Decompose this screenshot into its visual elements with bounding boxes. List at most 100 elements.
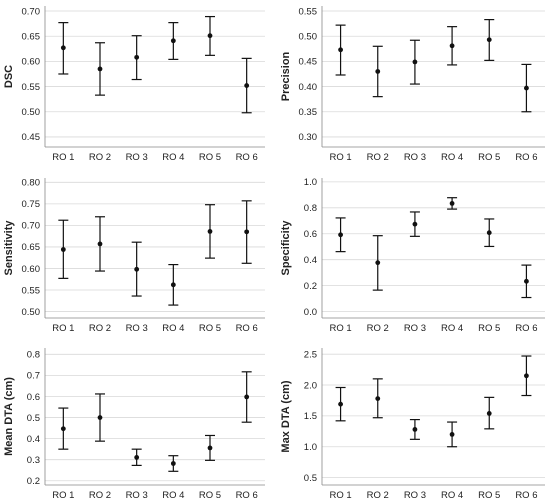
mean-point <box>207 445 213 451</box>
y-tick-label: 0.45 <box>299 57 318 68</box>
x-tick-label: RO 2 <box>89 323 111 334</box>
y-axis-label: DSC <box>3 65 15 88</box>
y-tick-label: 0.55 <box>22 285 41 296</box>
y-tick-label: 1.0 <box>304 177 317 188</box>
x-tick-label: RO 6 <box>515 152 537 163</box>
y-tick-label: 0.8 <box>27 350 40 361</box>
x-tick-label: RO 2 <box>89 152 111 163</box>
x-tick-label: RO 5 <box>478 490 500 501</box>
x-tick-label: RO 1 <box>52 490 74 501</box>
y-tick-label: 0.65 <box>22 242 41 253</box>
mean-point <box>412 59 418 65</box>
mean-point <box>375 260 381 266</box>
mean-point <box>170 461 176 466</box>
x-tick-label: RO 5 <box>199 490 221 501</box>
mean-point <box>375 69 381 74</box>
y-axis-label: Specificity <box>280 220 292 276</box>
mean-point <box>524 278 529 284</box>
y-tick-label: 0.4 <box>27 434 40 445</box>
y-tick-label: 0.60 <box>22 264 41 275</box>
x-tick-label: RO 6 <box>515 323 537 334</box>
y-tick-label: 0.50 <box>22 107 41 118</box>
mean-point <box>170 282 176 288</box>
mean-point <box>244 394 250 400</box>
chart-panel-1: 0.45 0.50 0.55 0.60 0.65 0.70 DSC RO 1 RO 2 RO 3 R… <box>3 6 265 163</box>
x-tick-label: RO 2 <box>367 323 389 334</box>
y-tick-label: 0.8 <box>304 203 317 214</box>
y-tick-label: 2.0 <box>304 380 317 391</box>
chart-panel-5: 0.2 0.3 0.4 0.5 0.6 0.7 0.8 Mean DTA (cm) RO 1 RO… <box>3 348 265 501</box>
y-tick-label: 0.55 <box>299 6 318 17</box>
mean-point <box>60 426 66 432</box>
mean-point <box>412 427 418 432</box>
chart-panel-3: 0.50 0.55 0.60 0.65 0.70 0.75 0.80 Sensitivity R… <box>3 178 265 334</box>
mean-point <box>134 54 140 60</box>
mean-point <box>486 230 492 236</box>
x-tick-label: RO 4 <box>441 490 463 501</box>
mean-point <box>375 396 381 402</box>
y-tick-label: 0.45 <box>22 132 41 143</box>
mean-point <box>524 85 529 91</box>
mean-point <box>449 201 455 206</box>
y-tick-label: 0.0 <box>304 307 317 318</box>
mean-point <box>60 45 66 51</box>
x-tick-label: RO 5 <box>478 152 500 163</box>
x-tick-label: RO 3 <box>404 490 426 501</box>
y-tick-label: 0.2 <box>27 476 40 487</box>
mean-point <box>338 47 343 53</box>
x-tick-label: RO 5 <box>478 323 500 334</box>
mean-point <box>134 454 140 460</box>
x-tick-label: RO 4 <box>162 152 184 163</box>
y-axis-label: Mean DTA (cm) <box>3 377 15 456</box>
y-tick-label: 0.55 <box>22 82 41 93</box>
mean-point <box>97 415 103 420</box>
x-tick-label: RO 1 <box>329 323 351 334</box>
x-tick-label: RO 6 <box>236 490 258 501</box>
chart-panel-2: 0.30 0.35 0.40 0.45 0.50 0.55 Precision RO 1 RO … <box>280 6 545 163</box>
x-tick-label: RO 1 <box>52 152 74 163</box>
x-tick-label: RO 3 <box>126 323 148 334</box>
x-tick-label: RO 1 <box>52 323 74 334</box>
mean-point <box>207 33 213 39</box>
y-axis-label: Precision <box>280 51 292 101</box>
mean-point <box>134 266 140 272</box>
x-tick-label: RO 6 <box>236 152 258 163</box>
mean-point <box>486 37 492 43</box>
mean-point <box>486 411 492 416</box>
y-tick-label: 0.65 <box>22 32 41 43</box>
y-tick-label: 0.50 <box>299 32 318 43</box>
mean-point <box>244 229 250 235</box>
mean-point <box>60 247 66 252</box>
y-tick-label: 2.5 <box>304 349 317 360</box>
y-tick-label: 0.6 <box>27 392 40 403</box>
y-tick-label: 1.5 <box>304 411 317 422</box>
x-tick-label: RO 3 <box>404 323 426 334</box>
x-tick-label: RO 5 <box>199 152 221 163</box>
y-tick-label: 1.0 <box>304 442 317 453</box>
y-tick-label: 0.75 <box>22 199 41 210</box>
x-tick-label: RO 4 <box>162 323 184 334</box>
y-axis-label: Max DTA (cm) <box>280 380 292 452</box>
y-tick-label: 0.35 <box>299 107 318 118</box>
y-tick-label: 0.5 <box>304 473 317 484</box>
x-tick-label: RO 3 <box>126 152 148 163</box>
x-tick-label: RO 6 <box>515 490 537 501</box>
y-tick-label: 0.60 <box>22 57 41 68</box>
x-tick-label: RO 6 <box>236 323 258 334</box>
x-tick-label: RO 2 <box>89 490 111 501</box>
y-tick-label: 0.70 <box>22 221 41 232</box>
x-tick-label: RO 2 <box>367 152 389 163</box>
mean-point <box>338 232 343 238</box>
mean-point <box>207 229 213 234</box>
mean-point <box>97 241 103 247</box>
chart-panel-6: 0.5 1.0 1.5 2.0 2.5 Max DTA (cm) RO 1 RO 2 RO 3 R… <box>280 348 545 501</box>
y-tick-label: 0.4 <box>304 255 317 266</box>
mean-point <box>97 66 103 72</box>
y-tick-label: 0.6 <box>304 229 317 240</box>
y-axis-label: Sensitivity <box>3 220 15 276</box>
mean-point <box>449 431 455 437</box>
mean-point <box>524 373 529 379</box>
mean-point <box>338 401 343 407</box>
y-tick-label: 0.7 <box>27 371 40 382</box>
y-tick-label: 0.50 <box>22 307 41 318</box>
